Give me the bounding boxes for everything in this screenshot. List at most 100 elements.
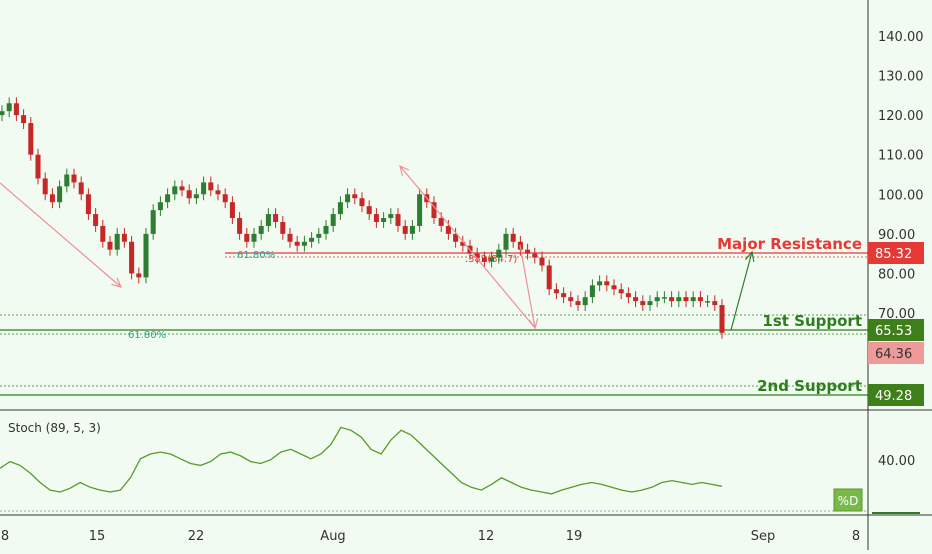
time-tick-label: Aug <box>320 529 345 544</box>
candle-body <box>640 301 646 306</box>
candle-body <box>265 214 271 226</box>
candle-body <box>381 218 387 222</box>
time-tick-label: 15 <box>89 529 106 544</box>
candle-body <box>309 237 315 242</box>
candle-body <box>409 225 415 234</box>
price-tick-label: 80.00 <box>878 267 915 282</box>
candle-body <box>719 305 725 333</box>
candle-body <box>568 297 574 302</box>
candle-body <box>402 225 408 234</box>
candle-body <box>237 218 243 234</box>
candle-body <box>316 233 322 238</box>
candle-body <box>229 202 235 219</box>
candle-body <box>0 111 5 116</box>
candle-body <box>49 194 55 203</box>
candle-body <box>510 233 516 242</box>
candle-body <box>294 241 300 246</box>
candle-body <box>143 233 149 278</box>
candle-body <box>546 265 552 290</box>
candle-body <box>481 257 487 262</box>
candle-body <box>438 218 444 226</box>
time-tick-label: 22 <box>188 529 205 544</box>
stoch-title: Stoch (89, 5, 3) <box>8 421 101 435</box>
price-pane: Major Resistance 1st Support 2nd Support 61… <box>0 97 868 396</box>
projection-arrow-head <box>399 164 410 176</box>
candle-body <box>107 241 113 250</box>
price-tick-label: 90.00 <box>878 228 915 243</box>
candle-body <box>553 289 559 294</box>
candle-body <box>589 285 595 298</box>
candle-body <box>676 297 682 302</box>
projection-arrow <box>519 244 536 329</box>
candle-body <box>474 253 480 258</box>
candle-body <box>669 297 675 302</box>
candle-body <box>647 301 653 306</box>
level-label: 2nd Support <box>757 377 862 395</box>
projection-arrow <box>399 165 536 329</box>
candle-body <box>431 202 437 219</box>
candle-body <box>525 249 531 254</box>
projection-arrow <box>0 182 122 288</box>
candle-body <box>445 225 451 234</box>
candle-body <box>121 233 127 242</box>
level-label: Major Resistance <box>717 235 862 253</box>
candle-body <box>460 241 466 246</box>
price-tick-label: 70.00 <box>878 307 915 322</box>
candle-body <box>93 214 99 226</box>
fib-annotation: 61.80% <box>237 250 275 261</box>
candle-body <box>618 289 624 294</box>
candle-body <box>35 154 41 179</box>
candle-body <box>64 174 70 187</box>
current-price-text: 64.36 <box>875 347 912 362</box>
price-tick-label: 140.00 <box>878 30 924 45</box>
candle-body <box>604 281 610 286</box>
candle-body <box>42 178 48 195</box>
price-tick-label: 120.00 <box>878 109 924 124</box>
candle-body <box>683 297 689 302</box>
bounce-arrow <box>730 251 753 331</box>
stoch-tick-label: 40.00 <box>878 454 915 469</box>
stoch-pane: Stoch (89, 5, 3) %D <box>0 421 868 512</box>
candle-body <box>453 233 459 242</box>
candle-body <box>417 194 423 226</box>
time-tick-label: Sep <box>751 529 776 544</box>
time-tick-label: 8 <box>1 529 9 544</box>
candle-body <box>705 301 711 303</box>
current-price-tag <box>868 342 924 364</box>
candle-body <box>582 297 588 306</box>
level-value-text: 85.32 <box>875 247 912 262</box>
candle-body <box>208 182 214 191</box>
candle-body <box>78 182 84 195</box>
candle-body <box>395 214 401 226</box>
candle-body <box>654 297 660 302</box>
candle-body <box>280 221 286 234</box>
level-value-tag <box>868 242 924 264</box>
candle-body <box>186 190 192 199</box>
projection-arrow-head <box>528 318 539 330</box>
candle-body <box>21 115 27 124</box>
candle-body <box>150 210 156 234</box>
candle-body <box>6 103 12 112</box>
candle-body <box>251 233 257 242</box>
candle-body <box>114 233 120 250</box>
candle-body <box>532 253 538 258</box>
candle-body <box>561 293 567 298</box>
candle-body <box>496 249 502 258</box>
candle-body <box>100 225 106 242</box>
candle-body <box>287 233 293 242</box>
level-value-tag <box>868 319 924 341</box>
stoch-legend-text: %D <box>838 494 859 508</box>
time-tick-label: 8 <box>852 529 860 544</box>
candle-body <box>503 233 509 250</box>
candle-body <box>337 202 343 215</box>
candle-body <box>712 301 718 306</box>
candle-body <box>373 214 379 222</box>
candle-body <box>330 214 336 226</box>
candle-body <box>129 241 135 274</box>
candle-body <box>215 190 221 195</box>
level-value-tag <box>868 384 924 406</box>
time-tick-label: 19 <box>566 529 583 544</box>
candle-body <box>359 198 365 207</box>
